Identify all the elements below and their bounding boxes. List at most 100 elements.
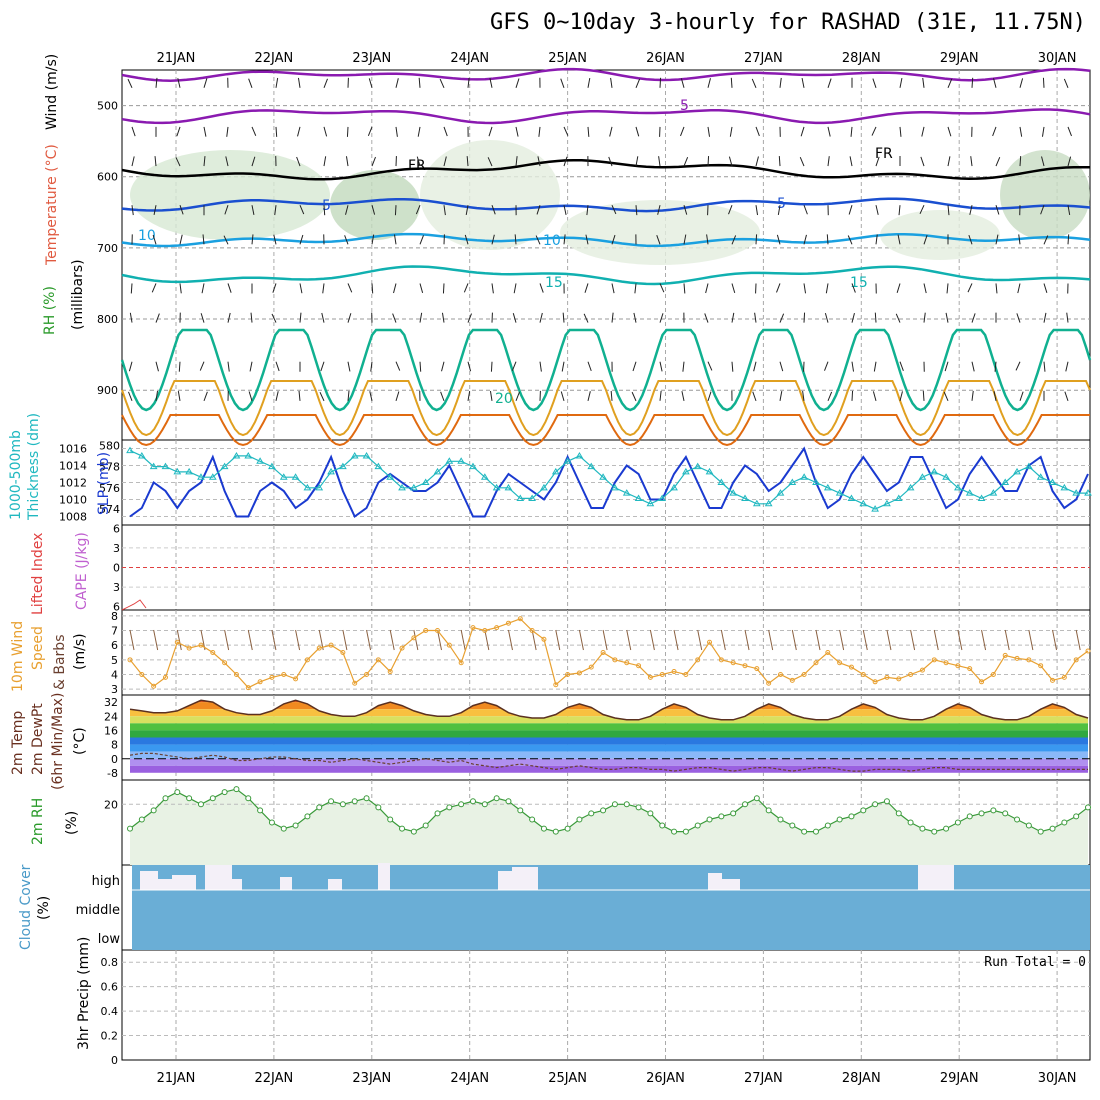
slp-tick: 1008 — [59, 511, 87, 524]
thickness-point — [575, 451, 584, 459]
wind-barb — [1043, 312, 1047, 323]
wind-speed-point — [423, 628, 429, 634]
rh-point — [1002, 810, 1009, 817]
wind-barb — [875, 156, 880, 167]
wind-barb — [178, 361, 181, 372]
wind-barb — [971, 390, 974, 401]
wind-speed-point — [990, 671, 996, 677]
wind-barb — [799, 157, 805, 167]
wind-barb — [995, 283, 998, 294]
date-label-bottom: 21JAN — [157, 1071, 196, 1086]
temp-band — [130, 765, 1088, 773]
thickness-point — [788, 478, 797, 485]
cloud-gap — [280, 877, 292, 890]
wind-barb — [275, 126, 278, 137]
wind-barb — [467, 361, 472, 372]
wind-barb — [611, 204, 617, 215]
wind-barb — [152, 234, 157, 245]
wind-barb — [608, 156, 613, 167]
rh-point — [268, 819, 275, 826]
temp-tick: 16 — [104, 724, 118, 737]
rh-area — [130, 789, 1088, 865]
temp-tick: 8 — [111, 739, 118, 752]
rh-shading — [330, 170, 420, 240]
wind-tick: 6 — [111, 639, 118, 652]
wind-barb-10m — [791, 629, 797, 651]
wind-barb — [179, 205, 184, 215]
wind-speed-point — [967, 666, 973, 672]
wind-barb — [899, 361, 904, 371]
wind-barb — [803, 283, 807, 294]
wind-barb — [970, 156, 973, 167]
wind-speed-point — [222, 660, 228, 666]
wind-barb — [633, 312, 637, 323]
wind-barb — [347, 361, 351, 372]
wind-barb — [467, 313, 472, 323]
thickness-point — [457, 457, 466, 464]
wind-barb — [393, 283, 397, 294]
precip-tick: 0.2 — [101, 1030, 119, 1043]
wind-speed-point — [411, 635, 417, 641]
thickness-point — [409, 483, 418, 491]
wind-barb — [849, 156, 853, 167]
slp-label: SLP (mb) — [96, 451, 112, 515]
date-label-top: 25JAN — [548, 51, 587, 66]
thickness-point — [516, 494, 525, 501]
thickness-point — [1084, 489, 1092, 496]
wind-label: Wind (m/s) — [44, 53, 60, 130]
wind-barb — [467, 391, 471, 401]
wind-barb-10m — [933, 629, 939, 651]
rh-shading — [1000, 150, 1090, 240]
wind-barb — [587, 361, 592, 372]
wind-barb-10m — [1075, 629, 1081, 651]
wind-barb — [995, 205, 1000, 215]
rh-point — [375, 804, 382, 811]
wind-barb — [827, 126, 831, 137]
wind-barb — [345, 205, 349, 215]
wind-speed-point — [139, 671, 145, 677]
wind-speed-point — [955, 663, 961, 669]
contour-label: 5 — [680, 98, 689, 114]
rh-point — [801, 828, 808, 835]
rh-shading — [420, 140, 560, 250]
wind-barb — [827, 78, 832, 88]
temp-minmax-label: (6hr Min/Max) — [50, 692, 66, 790]
wind-speed-point — [553, 682, 559, 688]
thickness-point — [480, 473, 489, 480]
wind-barb — [826, 234, 829, 245]
wind-barb — [609, 126, 613, 137]
wind-barb — [320, 361, 325, 372]
rh-point — [1014, 816, 1021, 823]
wind-barb — [635, 156, 639, 167]
thickness-point — [658, 494, 667, 501]
wind-barb — [131, 126, 136, 137]
wind-barb — [128, 391, 133, 402]
wind-barb — [369, 391, 373, 401]
precip-axis-label: 3hr Precip (mm) — [76, 936, 92, 1050]
rh-point — [883, 798, 890, 805]
wind-barb — [539, 283, 544, 293]
thickness-point — [930, 467, 939, 475]
wind-barb — [824, 313, 829, 323]
wind-barb — [347, 313, 352, 323]
precip-tick: 0.6 — [101, 981, 119, 994]
wind-barb — [731, 312, 735, 323]
wind-barb — [850, 126, 853, 137]
wind-barb — [466, 156, 469, 167]
wind-barb — [155, 313, 160, 323]
date-label-bottom: 24JAN — [450, 1071, 489, 1086]
wind-barb — [683, 283, 686, 294]
wind-speed-point — [813, 660, 819, 666]
rh-point — [434, 810, 441, 817]
wind-barb — [1015, 361, 1021, 371]
wind-speed-point — [884, 674, 890, 680]
thickness-label: 1000-500mb — [8, 430, 24, 520]
lifted-index-label: Lifted Index — [30, 532, 46, 615]
wind-barb — [873, 361, 877, 372]
rh-point — [611, 801, 618, 808]
wind-barb — [322, 283, 325, 294]
wind-barb — [298, 390, 301, 401]
wind-barb — [802, 390, 805, 401]
isotherm-line — [120, 328, 1092, 412]
wind-barb — [491, 283, 494, 294]
